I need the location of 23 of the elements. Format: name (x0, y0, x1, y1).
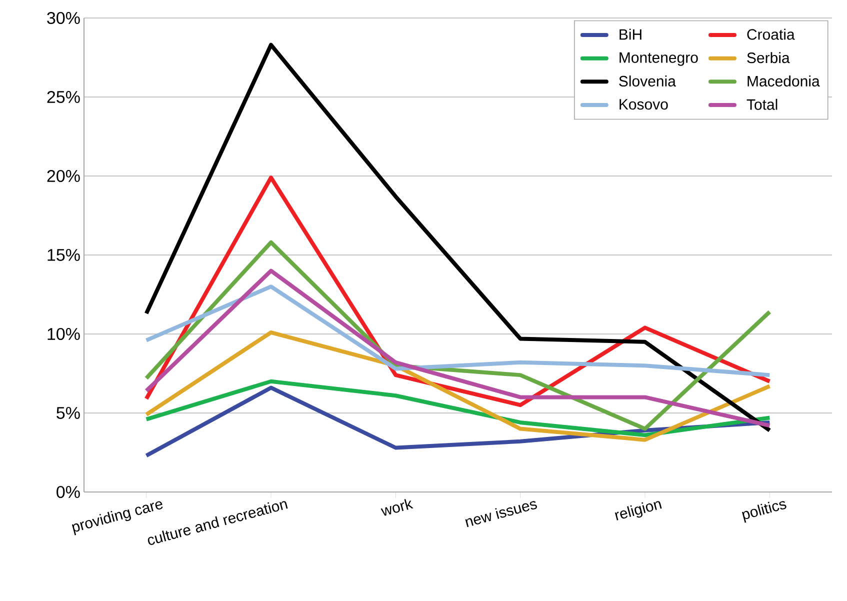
y-tick-label: 25% (47, 90, 80, 104)
y-tick-label: 10% (48, 328, 80, 340)
y-tick-label: 5% (56, 407, 80, 419)
line-series (144, 268, 772, 428)
x-tick-label: new issues (465, 501, 537, 528)
y-tick-label: 20% (47, 170, 80, 182)
legend-label: Serbia (747, 52, 790, 64)
x-tick-label: religion (614, 501, 662, 520)
y-tick-label: 30% (47, 12, 80, 24)
line-series (144, 284, 772, 378)
y-tick-label: 0% (56, 486, 80, 498)
legend-label: Slovenia (619, 76, 676, 87)
legend-label: Kosovo (620, 99, 668, 110)
line-series (144, 379, 772, 438)
legend-label: BiH (620, 28, 642, 40)
x-tick-label: work (380, 499, 414, 516)
legend-label: Montenegro (620, 52, 698, 66)
legend-label: Total (746, 98, 778, 110)
x-tick-label: politics (742, 501, 786, 523)
legend-label: Macedonia (748, 76, 820, 87)
legend-label: Croatia (747, 28, 795, 40)
line-series (144, 330, 772, 442)
y-tick-label: 15% (48, 249, 80, 261)
